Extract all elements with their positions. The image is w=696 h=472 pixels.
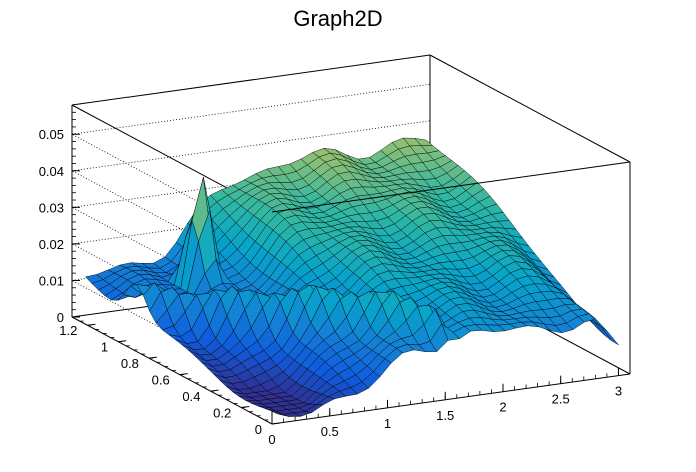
y-tick <box>271 422 281 425</box>
x-tick-label: 1.5 <box>436 408 454 423</box>
z-tick-label: 0.01 <box>39 273 64 288</box>
axes: 00.511.522.5300.20.40.60.811.200.010.020… <box>39 111 622 447</box>
frame-edge <box>429 54 631 163</box>
y-tick-label: 0.8 <box>121 356 139 371</box>
frame-edge <box>271 161 631 213</box>
y-tick-label: 0.6 <box>152 373 170 388</box>
z-tick-label: 0.05 <box>39 127 64 142</box>
x-tick-label: 2 <box>499 400 506 415</box>
x-tick-label: 0 <box>268 432 275 447</box>
x-tick-label: 0.5 <box>321 424 339 439</box>
surface-cell <box>594 321 613 342</box>
frame-edge <box>71 54 431 106</box>
gridline <box>71 206 273 315</box>
y-tick-label: 0.4 <box>182 389 200 404</box>
z-tick-label: 0.02 <box>39 237 64 252</box>
y-tick-label: 1.2 <box>59 323 77 338</box>
x-tick-label: 1 <box>384 416 391 431</box>
chart-title: Graph2D <box>293 6 382 31</box>
gridline <box>71 243 273 352</box>
z-tick-label: 0.03 <box>39 200 64 215</box>
gridline <box>71 83 431 135</box>
gridline <box>71 280 273 388</box>
x-tick-label: 2.5 <box>552 392 570 407</box>
gridline <box>71 120 431 172</box>
frame-edge <box>271 373 631 425</box>
y-tick-label: 1 <box>101 340 108 355</box>
y-tick-label: 0.2 <box>213 406 231 421</box>
z-tick-label: 0.04 <box>39 164 64 179</box>
frame-front <box>271 54 631 425</box>
x-tick-label: 3 <box>615 384 622 399</box>
y-tick-label: 0 <box>255 422 262 437</box>
z-tick-label: 0 <box>57 310 64 325</box>
surface-cell <box>600 326 619 346</box>
gridline <box>71 133 273 242</box>
surface-mesh <box>85 137 619 417</box>
gridline <box>71 170 273 279</box>
